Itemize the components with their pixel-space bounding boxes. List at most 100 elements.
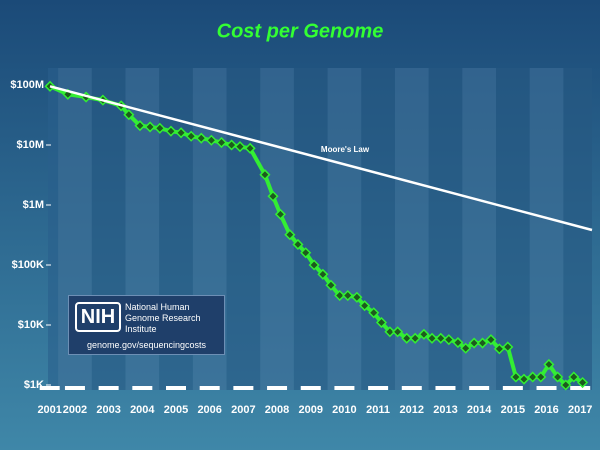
data-point <box>476 337 489 349</box>
data-point <box>384 326 396 338</box>
data-point <box>502 341 514 353</box>
data-point <box>342 289 354 302</box>
data-point <box>215 136 228 149</box>
data-point <box>401 332 413 344</box>
data-point <box>368 307 380 319</box>
data-point <box>418 328 430 340</box>
data-point <box>205 134 217 146</box>
x-tick-label: 2010 <box>332 404 356 416</box>
x-tick <box>469 386 490 390</box>
x-tick <box>233 386 254 390</box>
year-stripe <box>394 68 429 390</box>
logo-name: National Human Genome Research Institute <box>125 302 201 334</box>
x-tick-label: 2014 <box>467 404 492 416</box>
x-tick-label: 2011 <box>366 404 390 416</box>
data-point <box>552 371 564 383</box>
data-point <box>452 336 464 349</box>
x-tick <box>502 386 523 390</box>
x-tick <box>570 386 591 390</box>
data-point <box>144 121 156 133</box>
x-tick-label: 2012 <box>400 404 424 416</box>
x-tick-label: 2007 <box>231 404 255 416</box>
data-point <box>308 259 320 271</box>
data-point <box>300 247 312 259</box>
x-tick <box>435 386 456 390</box>
x-tick <box>132 386 153 390</box>
data-point <box>426 332 438 344</box>
data-point <box>392 326 404 338</box>
logo-url: genome.gov/sequencingcosts <box>86 340 207 350</box>
data-point <box>468 337 480 349</box>
x-tick-label: 2002 <box>63 404 87 416</box>
x-tick-label: 2008 <box>265 404 289 416</box>
x-tick <box>368 386 389 390</box>
data-point <box>185 130 197 142</box>
x-tick <box>39 386 60 390</box>
chart-title: Cost per Genome <box>217 20 384 42</box>
series-label: Moore's Law <box>321 145 370 154</box>
year-stripe <box>529 68 564 390</box>
year-stripe <box>293 68 328 390</box>
data-point <box>577 376 589 389</box>
data-point <box>510 371 522 383</box>
data-point <box>568 371 580 383</box>
data-point <box>123 109 135 121</box>
x-tick-label: 2004 <box>130 404 155 416</box>
data-point <box>493 343 505 355</box>
x-tick <box>267 386 288 390</box>
data-point <box>359 300 371 312</box>
year-stripe <box>327 68 362 390</box>
x-tick <box>536 386 557 390</box>
x-tick <box>64 386 85 390</box>
data-point <box>435 332 447 344</box>
x-tick <box>199 386 220 390</box>
x-tick-label: 2006 <box>197 404 221 416</box>
data-point <box>460 342 472 354</box>
data-point <box>351 291 363 303</box>
data-point <box>165 125 177 137</box>
data-point <box>543 358 555 371</box>
x-tick-label: 2003 <box>96 404 120 416</box>
x-tick-label: 2017 <box>568 404 592 416</box>
y-tick-label: $10K <box>18 319 44 331</box>
y-tick-label: $1M <box>23 199 44 211</box>
data-point <box>284 229 296 241</box>
x-tick-label: 2001 <box>37 404 61 416</box>
data-point <box>485 334 497 346</box>
data-point <box>409 332 421 344</box>
data-point <box>244 142 256 154</box>
year-stripe <box>496 68 530 390</box>
data-point <box>234 141 246 153</box>
logo-mark: NIH <box>75 302 121 332</box>
x-tick <box>98 386 119 390</box>
year-stripe <box>226 68 261 390</box>
data-point <box>226 139 238 151</box>
x-tick-label: 2015 <box>501 404 525 416</box>
x-tick <box>300 386 321 390</box>
x-tick-label: 2009 <box>298 404 322 416</box>
y-tick-label: $100K <box>12 259 44 271</box>
x-tick <box>401 386 422 390</box>
year-stripe <box>361 68 395 390</box>
data-point <box>134 120 146 132</box>
y-tick-label: $10M <box>16 139 44 151</box>
data-point <box>334 289 346 302</box>
data-point <box>292 238 304 251</box>
data-point <box>154 122 166 134</box>
data-point <box>560 379 572 391</box>
x-tick <box>334 386 355 390</box>
data-point <box>375 316 388 329</box>
x-tick <box>166 386 186 390</box>
y-tick-label: $100M <box>10 79 44 91</box>
y-tick-label: $1K <box>24 379 44 391</box>
data-point <box>259 169 271 181</box>
data-point <box>274 208 286 220</box>
x-tick-label: 2016 <box>534 404 558 416</box>
data-point <box>175 127 187 139</box>
data-point <box>535 371 547 383</box>
x-tick-label: 2013 <box>433 404 457 416</box>
moores-law-line <box>49 85 593 232</box>
x-tick-label: 2005 <box>164 404 188 416</box>
data-point <box>518 373 530 385</box>
